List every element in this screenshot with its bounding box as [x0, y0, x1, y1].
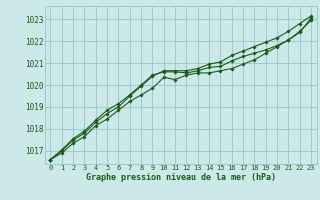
X-axis label: Graphe pression niveau de la mer (hPa): Graphe pression niveau de la mer (hPa): [86, 173, 276, 182]
